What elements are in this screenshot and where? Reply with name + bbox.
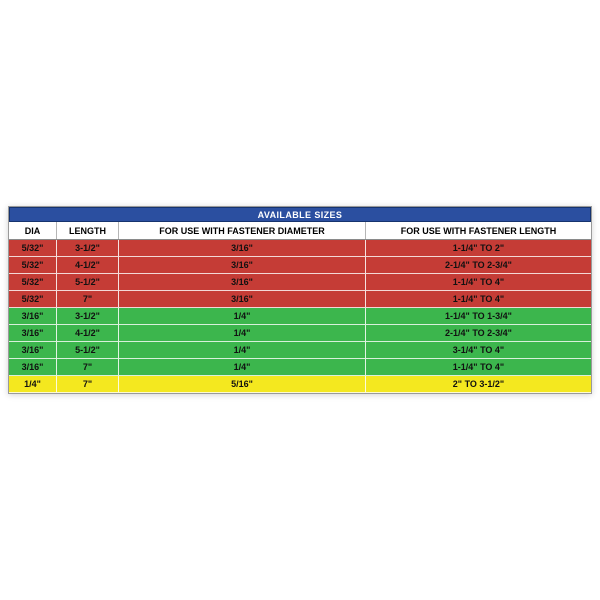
table-cell: 5/32" — [9, 291, 57, 308]
table-row: 5/32" 3-1/2" 3/16" 1-1/4" TO 2" — [9, 240, 591, 257]
table-row: 3/16" 4-1/2" 1/4" 2-1/4" TO 2-3/4" — [9, 325, 591, 342]
table-cell: 3-1/2" — [57, 240, 119, 257]
table-cell: 3/16" — [9, 359, 57, 376]
table-cell: 1/4" — [119, 359, 366, 376]
table-cell: 5/32" — [9, 240, 57, 257]
table-cell: 3/16" — [9, 342, 57, 359]
table-row: 3/16" 3-1/2" 1/4" 1-1/4" TO 1-3/4" — [9, 308, 591, 325]
column-header-dia: DIA — [9, 222, 57, 239]
table-cell: 2-1/4" TO 2-3/4" — [366, 325, 591, 342]
table-cell: 7" — [57, 291, 119, 308]
table-cell: 4-1/2" — [57, 257, 119, 274]
table-cell: 5-1/2" — [57, 342, 119, 359]
table-cell: 3-1/4" TO 4" — [366, 342, 591, 359]
table-cell: 5/16" — [119, 376, 366, 393]
table-row: 5/32" 5-1/2" 3/16" 1-1/4" TO 4" — [9, 274, 591, 291]
table-cell: 2" TO 3-1/2" — [366, 376, 591, 393]
table-title: AVAILABLE SIZES — [9, 207, 591, 222]
table-row: 5/32" 7" 3/16" 1-1/4" TO 4" — [9, 291, 591, 308]
table-cell: 3/16" — [9, 308, 57, 325]
available-sizes-table: AVAILABLE SIZES DIA LENGTH FOR USE WITH … — [8, 206, 592, 394]
column-header-fastener-diameter: FOR USE WITH FASTENER DIAMETER — [119, 222, 366, 239]
table-cell: 4-1/2" — [57, 325, 119, 342]
table-cell: 5/32" — [9, 257, 57, 274]
table-cell: 1/4" — [9, 376, 57, 393]
table-row: 1/4" 7" 5/16" 2" TO 3-1/2" — [9, 376, 591, 393]
column-header-length: LENGTH — [57, 222, 119, 239]
table-cell: 1-1/4" TO 4" — [366, 291, 591, 308]
table-row: 3/16" 7" 1/4" 1-1/4" TO 4" — [9, 359, 591, 376]
table-header-row: DIA LENGTH FOR USE WITH FASTENER DIAMETE… — [9, 222, 591, 240]
table-row: 5/32" 4-1/2" 3/16" 2-1/4" TO 2-3/4" — [9, 257, 591, 274]
table-cell: 1-1/4" TO 2" — [366, 240, 591, 257]
table-cell: 2-1/4" TO 2-3/4" — [366, 257, 591, 274]
table-cell: 3/16" — [119, 257, 366, 274]
table-cell: 3-1/2" — [57, 308, 119, 325]
table-cell: 1-1/4" TO 4" — [366, 274, 591, 291]
table-cell: 1-1/4" TO 4" — [366, 359, 591, 376]
table-cell: 3/16" — [119, 291, 366, 308]
column-header-fastener-length: FOR USE WITH FASTENER LENGTH — [400, 225, 557, 236]
table-row: 3/16" 5-1/2" 1/4" 3-1/4" TO 4" — [9, 342, 591, 359]
table-cell: 1-1/4" TO 1-3/4" — [366, 308, 591, 325]
table-cell: 3/16" — [119, 274, 366, 291]
table-cell: 5/32" — [9, 274, 57, 291]
table-cell: 7" — [57, 359, 119, 376]
table-cell: 7" — [57, 376, 119, 393]
table-cell: 3/16" — [119, 240, 366, 257]
table-cell: 5-1/2" — [57, 274, 119, 291]
table-cell: 3/16" — [9, 325, 57, 342]
table-cell: 1/4" — [119, 342, 366, 359]
table-cell: 1/4" — [119, 308, 366, 325]
table-body: 5/32" 3-1/2" 3/16" 1-1/4" TO 2" 5/32" 4-1/2" 3… — [9, 240, 591, 393]
table-cell: 1/4" — [119, 325, 366, 342]
